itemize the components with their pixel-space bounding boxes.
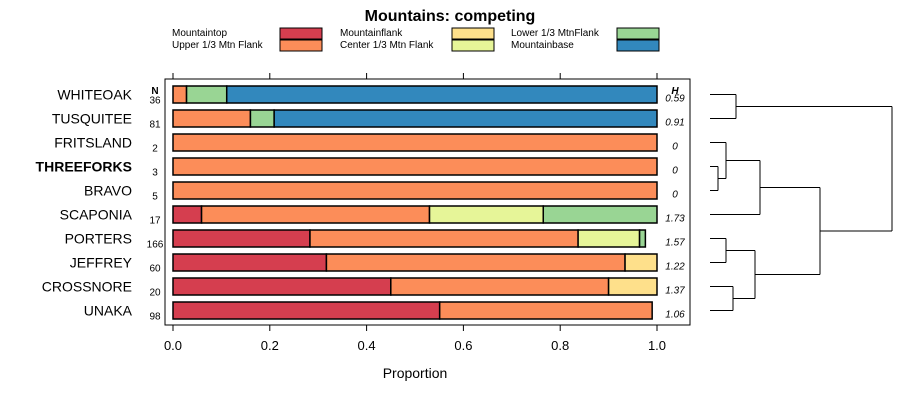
legend-label: Mountainflank — [340, 28, 403, 39]
h-column-header: H — [671, 86, 679, 97]
bar-segment — [607, 277, 658, 296]
h-value: 1.37 — [665, 286, 685, 297]
bar-row: THREEFORKS 3 0 — [36, 157, 678, 179]
site-label: SCAPONIA — [60, 207, 133, 223]
site-label: CROSSNORE — [42, 279, 132, 295]
legend-swatch — [616, 39, 660, 52]
bar-segment — [273, 109, 658, 128]
n-value: 20 — [149, 288, 161, 299]
bar-segment — [172, 85, 188, 104]
bar-row: UNAKA 98 1.06 — [84, 301, 685, 323]
legend-swatch — [451, 27, 495, 40]
bar-segment — [172, 253, 328, 272]
h-value: 1.57 — [665, 238, 685, 249]
h-value: 1.73 — [665, 214, 685, 225]
plot-frame — [164, 78, 691, 326]
h-value: 0 — [672, 142, 678, 153]
legend-label: Center 1/3 Mtn Flank — [340, 40, 434, 51]
x-tick-label: 0.0 — [164, 338, 182, 353]
bar-segment — [225, 85, 658, 104]
bar-row: FRITSLAND 2 0 — [54, 133, 678, 155]
bar-segment — [200, 205, 431, 224]
bar-row: SCAPONIA 17 1.73 — [60, 205, 685, 227]
bar-segment — [638, 229, 647, 248]
chart-title: Mountains: competing — [365, 8, 536, 25]
bar-segment — [185, 85, 228, 104]
bar-segment — [172, 157, 658, 176]
h-value: 0 — [672, 166, 678, 177]
bar-segment — [325, 253, 626, 272]
n-value: 60 — [149, 264, 161, 275]
legend-label: Upper 1/3 Mtn Flank — [172, 40, 264, 51]
bar-segment — [390, 277, 610, 296]
legend-label: Mountainbase — [511, 40, 574, 51]
n-value: 3 — [152, 168, 158, 179]
x-tick-label: 1.0 — [648, 338, 666, 353]
n-value: 5 — [152, 192, 158, 203]
x-tick-label: 0.8 — [551, 338, 569, 353]
dendrogram — [710, 94, 893, 311]
bar-segment — [249, 109, 275, 128]
bar-row: WHITEOAK 36 0.59 — [57, 85, 685, 107]
h-value: 1.06 — [665, 310, 685, 321]
bar-segment — [542, 205, 658, 224]
n-value: 98 — [149, 312, 161, 323]
x-tick-label: 0.2 — [261, 338, 279, 353]
n-value: 166 — [147, 240, 164, 251]
bar-segment — [309, 229, 579, 248]
legend-swatch — [616, 27, 660, 40]
n-value: 17 — [149, 216, 161, 227]
h-value: 0.59 — [665, 94, 685, 105]
legend-swatch — [451, 39, 495, 52]
x-tick-label: 0.4 — [358, 338, 376, 353]
bar-segment — [172, 109, 252, 128]
legend-label: Mountaintop — [172, 28, 227, 39]
bar-segment — [172, 229, 311, 248]
bar-segment — [438, 301, 653, 320]
bar-row: JEFFREY 60 1.22 — [70, 253, 685, 275]
bar-segment — [624, 253, 658, 272]
site-label: UNAKA — [84, 303, 133, 319]
bar-segment — [172, 181, 658, 200]
bar-segment — [172, 133, 658, 152]
h-value: 0 — [672, 190, 678, 201]
bar-segment — [577, 229, 641, 248]
site-label: TUSQUITEE — [52, 111, 132, 127]
site-label: BRAVO — [84, 183, 132, 199]
site-label: FRITSLAND — [54, 135, 132, 151]
bar-segment — [172, 277, 392, 296]
n-value: 36 — [149, 96, 161, 107]
site-label: JEFFREY — [70, 255, 133, 271]
x-axis: 0.0 0.2 0.4 0.6 0.8 1.0 — [164, 73, 666, 353]
bar-row: BRAVO 5 0 — [84, 181, 678, 203]
site-label: PORTERS — [65, 231, 132, 247]
bar-segment — [172, 301, 441, 320]
h-value: 1.22 — [665, 262, 685, 273]
site-label: WHITEOAK — [57, 87, 132, 103]
n-value: 2 — [152, 144, 158, 155]
bar-row: CROSSNORE 20 1.37 — [42, 277, 685, 299]
legend-swatch — [279, 39, 323, 52]
bar-segment — [428, 205, 545, 224]
n-column-header: N — [151, 86, 158, 97]
legend-swatch — [279, 27, 323, 40]
site-label: THREEFORKS — [36, 159, 132, 175]
bar-row: TUSQUITEE 81 0.91 — [52, 109, 685, 131]
bar-row: PORTERS 166 1.57 — [65, 229, 685, 251]
bar-segment — [172, 205, 203, 224]
n-value: 81 — [149, 120, 161, 131]
x-tick-label: 0.6 — [454, 338, 472, 353]
h-value: 0.91 — [665, 118, 684, 129]
x-axis-title: Proportion — [383, 365, 448, 381]
legend-label: Lower 1/3 MtnFlank — [511, 28, 600, 39]
